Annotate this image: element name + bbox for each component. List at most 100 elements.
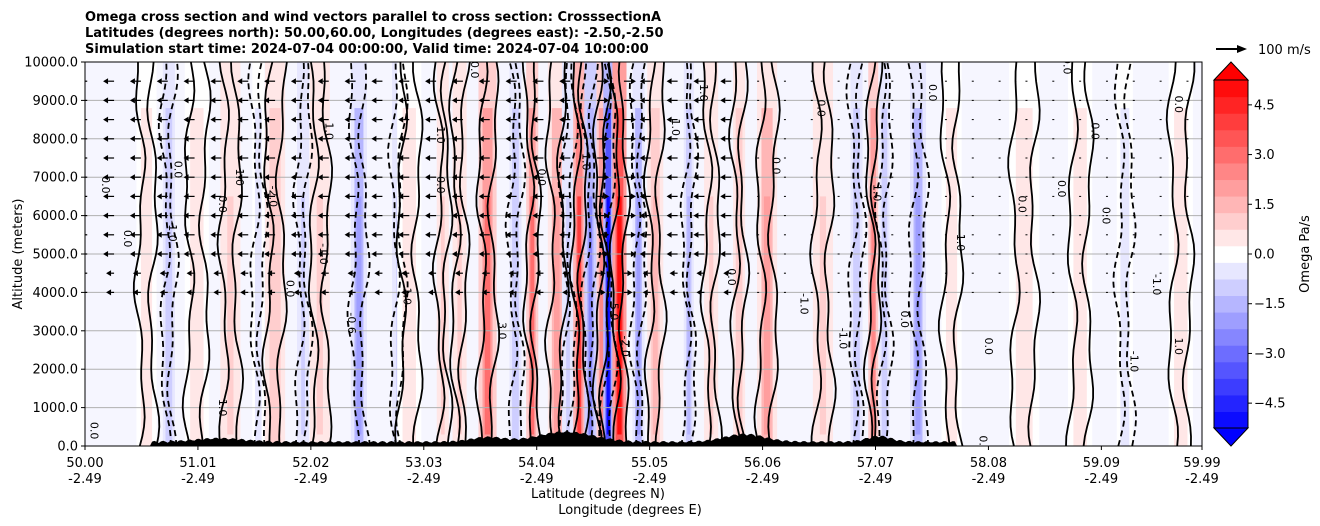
wind-vector-head — [666, 212, 672, 219]
contour-line — [457, 62, 471, 446]
wind-vector-head — [696, 270, 702, 277]
wind-vector-head — [425, 116, 431, 123]
wind-vector-head — [451, 212, 457, 219]
wind-vector-head — [371, 231, 377, 238]
contour-line — [869, 62, 884, 446]
contour-label: 0.0 — [1172, 95, 1185, 113]
wind-vector-head — [627, 289, 633, 296]
contour-label: 0.0 — [770, 157, 783, 175]
wind-vector-head — [264, 155, 270, 161]
wind-vector-head — [451, 155, 457, 161]
wind-vector-head — [183, 97, 189, 104]
wind-vector-head — [630, 155, 636, 161]
wind-vector-head — [210, 135, 216, 142]
wind-vector-head — [159, 270, 165, 277]
wind-vector-head — [505, 135, 511, 142]
x-tick-label-longitude: -2.49 — [1085, 472, 1119, 487]
wind-vector-head — [562, 289, 568, 296]
wind-vector-head — [344, 78, 350, 85]
colorbar-segment — [1214, 229, 1248, 247]
wind-vector-head — [532, 193, 538, 200]
contour-label: 0.0 — [1060, 57, 1073, 75]
omega-band-peak — [819, 196, 827, 435]
wind-vector-head — [451, 231, 457, 238]
omega-band-peak — [737, 196, 741, 435]
wind-vector-head — [425, 193, 431, 200]
contour-label: 0.0 — [283, 280, 296, 298]
contour-label: -2.0 — [267, 186, 280, 207]
contour-label: 5.0 — [608, 303, 621, 321]
wind-vector-head — [317, 78, 323, 85]
wind-vector-head — [317, 135, 323, 142]
wind-vector-head — [398, 135, 404, 142]
wind-vector-head — [156, 174, 162, 181]
wind-vector-head — [425, 97, 431, 104]
x-tick-label-latitude: 51.01 — [179, 456, 216, 471]
x-tick-label-longitude: -2.49 — [1185, 472, 1219, 487]
wind-vector-head — [630, 174, 636, 181]
colorbar-segment — [1214, 113, 1248, 131]
contour-line — [486, 62, 500, 446]
wind-vector-head — [371, 155, 377, 161]
contour-label: 0.0 — [814, 99, 827, 117]
wind-vector-head — [79, 270, 84, 276]
wind-vector-head — [320, 289, 326, 296]
omega-band-peak — [530, 196, 535, 435]
colorbar-segment — [1214, 345, 1248, 363]
wind-vector-head — [103, 231, 109, 238]
terrain-profile — [85, 431, 1202, 446]
wind-vector-head — [693, 116, 699, 123]
wind-vector-head — [293, 270, 299, 277]
wind-vector-head — [129, 174, 135, 181]
wind-vector-head — [720, 135, 726, 142]
wind-vector-head — [425, 174, 431, 181]
wind-vector-head — [156, 231, 162, 238]
colorbar-segment — [1214, 278, 1248, 297]
wind-vector-head — [666, 155, 672, 161]
colorbar-tick-label: 1.5 — [1254, 198, 1275, 213]
wind-vector-head — [398, 97, 404, 104]
wind-vector-head — [317, 212, 323, 219]
wind-vector-head — [103, 174, 109, 181]
contour-label: 0.0 — [1100, 207, 1113, 225]
y-tick-label: 9000.0 — [33, 94, 79, 109]
wind-vector-head — [210, 155, 216, 161]
colorbar-segment — [1214, 262, 1248, 280]
contour-line — [439, 62, 454, 446]
wind-vector-head — [604, 78, 610, 85]
wind-vector-head — [666, 97, 672, 104]
omega-band-peak — [1176, 196, 1185, 435]
wind-vector-head — [264, 78, 270, 85]
wind-vector-head — [666, 135, 672, 142]
wind-vector-head — [264, 135, 270, 142]
wind-vector-head — [535, 270, 541, 277]
wind-vector-head — [720, 193, 726, 200]
wind-vector-head — [693, 231, 699, 238]
wind-vector-head — [451, 97, 457, 104]
wind-vector-head — [347, 289, 353, 296]
wind-vector-head — [129, 116, 135, 123]
wind-vector-head — [532, 231, 538, 238]
wind-vector-head — [237, 97, 243, 104]
contour-line — [679, 62, 693, 446]
wind-vector-head — [237, 174, 243, 181]
wind-vector-head — [371, 174, 377, 181]
omega-band-peak — [457, 196, 462, 435]
wind-vector-head — [374, 270, 380, 277]
colorbar-segment — [1214, 129, 1248, 147]
wind-vector-head — [76, 117, 81, 123]
colorbar-segment — [1214, 361, 1248, 379]
contour-label: 0.0 — [1016, 195, 1029, 213]
wind-vector-head — [478, 212, 484, 219]
colorbar-tick-label: 3.0 — [1254, 148, 1275, 163]
contour-line — [1027, 62, 1042, 446]
wind-vector-head — [103, 155, 109, 161]
wind-vector-head — [398, 193, 404, 200]
wind-vector-head — [240, 270, 246, 277]
wind-vector-head — [505, 155, 511, 161]
wind-vector-head — [344, 135, 350, 142]
colorbar-label: Omega Pa/s — [1298, 215, 1313, 293]
wind-vector-head — [723, 270, 729, 277]
contour-line — [709, 62, 723, 446]
x-axis: 50.00-2.4951.01-2.4952.02-2.4953.03-2.49… — [66, 446, 1221, 487]
